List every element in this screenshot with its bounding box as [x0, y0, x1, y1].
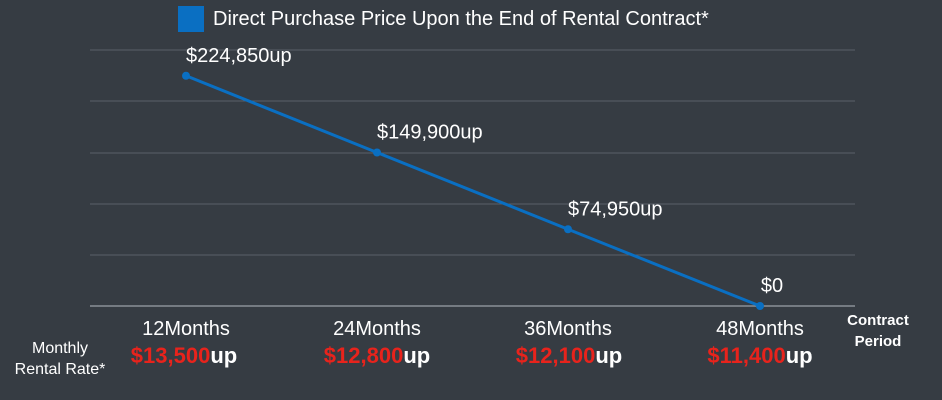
x-tick-label: 12Months [142, 318, 230, 340]
rental-rate-36: $12,100up [469, 343, 669, 369]
chart-legend: Direct Purchase Price Upon the End of Re… [178, 6, 709, 32]
series-line [182, 71, 764, 310]
data-labels: $224,850up $149,900up $74,950up $0 [186, 45, 783, 297]
legend-label: Direct Purchase Price Upon the End of Re… [213, 7, 709, 30]
rate-amount: $12,100 [515, 343, 596, 368]
row-label-text: Monthly Rental Rate* [14, 340, 106, 378]
monthly-rental-rate-label: Monthly Rental Rate* [10, 338, 110, 380]
data-label: $74,950up [568, 198, 663, 220]
x-tick-label: 48Months [716, 318, 804, 340]
data-label: $224,850up [186, 45, 292, 67]
rental-rate-12: $13,500up [84, 343, 284, 369]
rental-rate-24: $12,800up [277, 343, 477, 369]
data-label: $0 [761, 275, 783, 297]
x-tick-label: 36Months [524, 318, 612, 340]
data-label: $149,900up [377, 122, 483, 144]
legend-swatch [178, 6, 204, 32]
rate-suffix: up [210, 343, 238, 368]
x-axis-title-text: Contract Period [847, 312, 909, 350]
data-point [756, 302, 764, 310]
gridlines [90, 49, 855, 256]
rate-amount: $12,800 [323, 343, 404, 368]
x-axis: 12Months 24Months 36Months 48Months [90, 305, 855, 340]
rate-suffix: up [403, 343, 431, 368]
rate-amount: $13,500 [130, 343, 211, 368]
x-tick-label: 24Months [333, 318, 421, 340]
rental-rate-48: $11,400up [660, 343, 860, 369]
data-point [564, 225, 572, 234]
rate-suffix: up [595, 343, 623, 368]
data-point [182, 71, 190, 80]
rate-amount: $11,400 [707, 343, 786, 368]
series-polyline [185, 74, 761, 308]
x-axis-title: Contract Period [836, 310, 920, 352]
rate-suffix: up [785, 343, 813, 368]
data-point [373, 148, 381, 157]
